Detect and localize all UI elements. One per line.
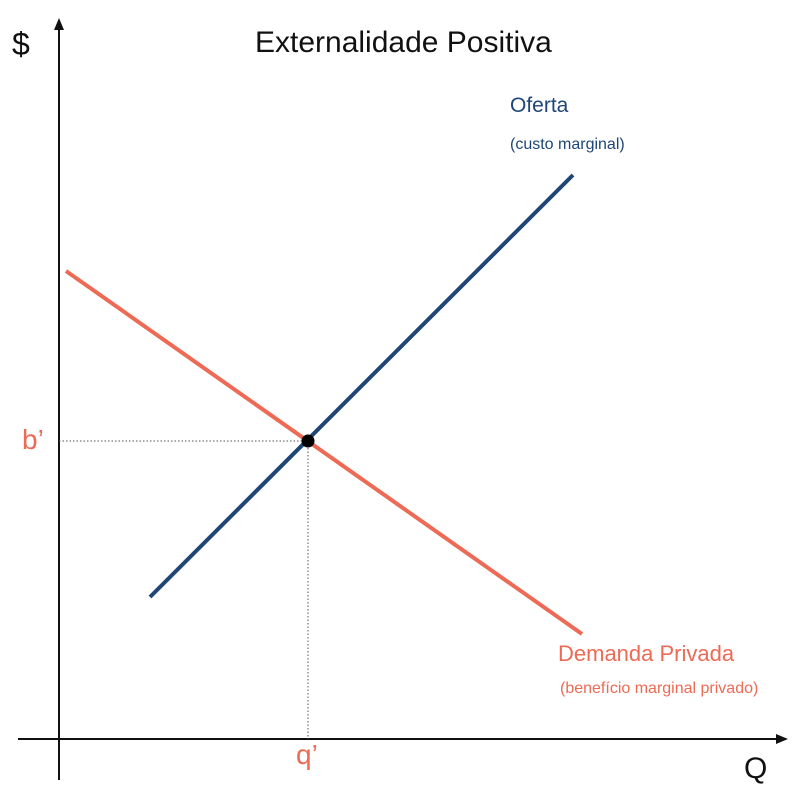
- supply-curve-description: (custo marginal): [510, 136, 625, 153]
- demand-curve: [64, 269, 584, 636]
- equilibrium-price-label: b’: [22, 424, 44, 455]
- supply-curve-label: Oferta: [510, 94, 569, 117]
- supply-curve: [148, 173, 575, 599]
- chart-title: Externalidade Positiva: [255, 26, 552, 59]
- y-axis-label: $: [12, 26, 30, 62]
- equilibrium-quantity-label: q’: [296, 739, 318, 770]
- y-axis-arrow: [54, 18, 64, 30]
- equilibrium-point: [301, 434, 315, 448]
- demand-curve-label: Demanda Privada: [558, 641, 735, 666]
- x-axis-arrow: [776, 734, 788, 744]
- x-axis-label: Q: [744, 752, 768, 785]
- demand-curve-description: (benefício marginal privado): [560, 680, 759, 697]
